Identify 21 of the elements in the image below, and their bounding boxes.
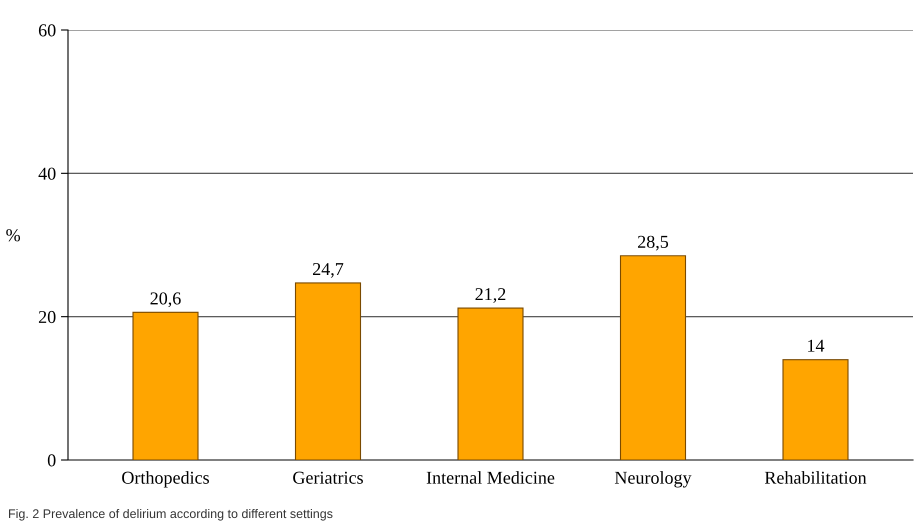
data-label: 24,7 <box>312 263 344 278</box>
bar <box>620 255 686 460</box>
x-tick-label: Orthopedics <box>122 471 209 488</box>
data-label: 14 <box>808 340 824 352</box>
y-axis-title: % <box>6 229 20 242</box>
data-label: 21,2 <box>475 288 506 303</box>
data-label: 20,6 <box>150 292 181 308</box>
y-tick-label: 60 <box>38 24 56 36</box>
data-label: 28,5 <box>638 236 668 251</box>
caption: Fig. 2 Prevalence of delirium according to different settings <box>9 508 332 521</box>
y-tick-label: 0 <box>48 454 56 466</box>
bar <box>457 308 524 460</box>
x-tick-label: Neurology <box>614 471 692 488</box>
x-tick-label: Internal Medicine <box>426 471 554 484</box>
bar <box>132 312 199 460</box>
bar <box>782 359 849 460</box>
y-tick-label: 20 <box>38 310 56 324</box>
x-tick-label: Geriatrics <box>293 472 363 484</box>
x-tick-label: Rehabilitation <box>764 471 866 484</box>
y-tick-label: 40 <box>38 168 56 180</box>
bar <box>294 282 362 460</box>
